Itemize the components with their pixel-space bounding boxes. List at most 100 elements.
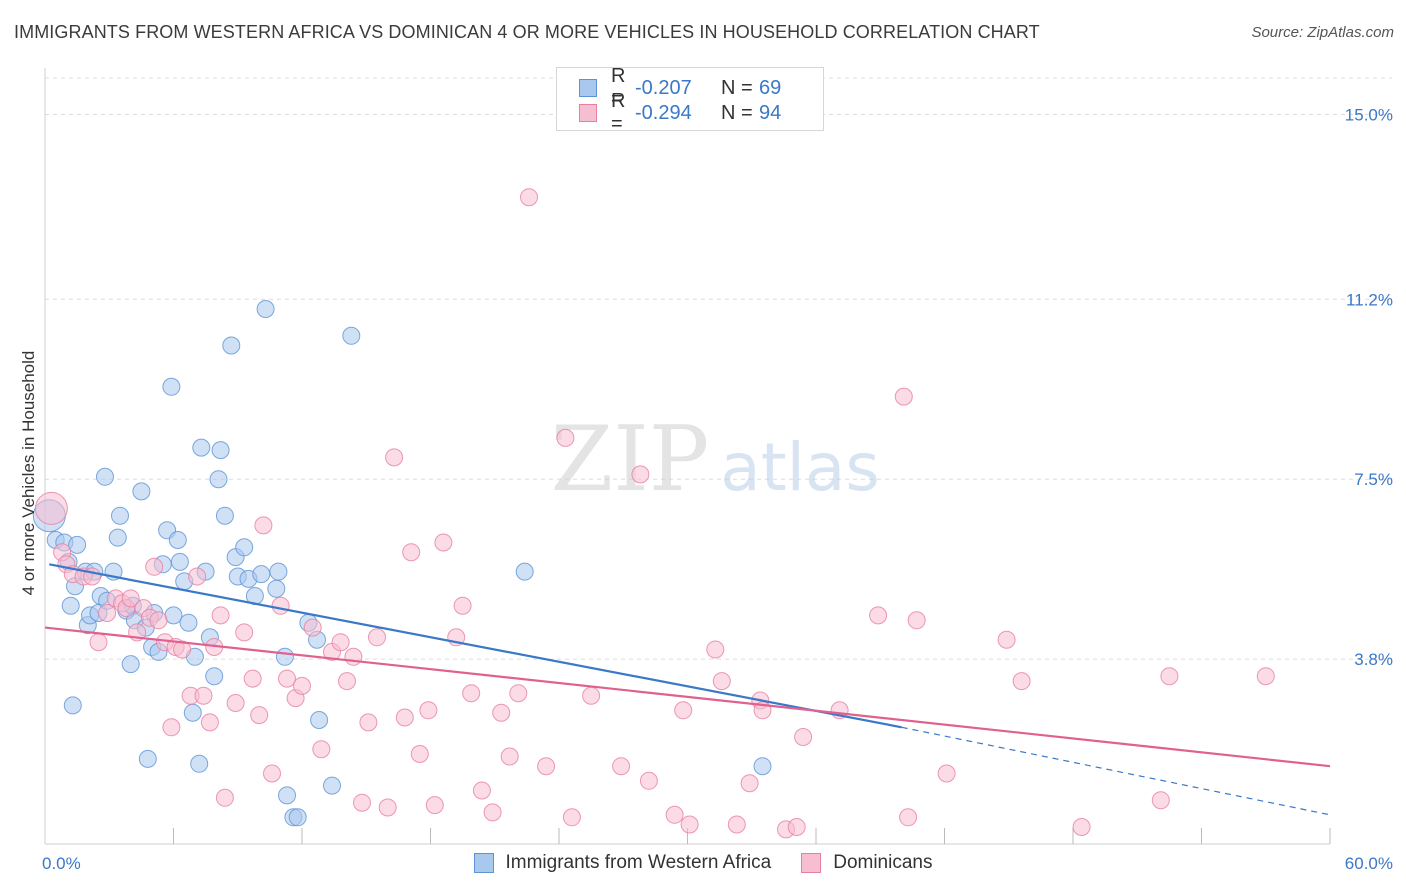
- point-dominicans: [680, 815, 699, 834]
- point-dominicans: [395, 708, 414, 727]
- trendline-western-africa-extension: [901, 726, 1331, 816]
- point-dominicans: [211, 606, 230, 625]
- point-dominicans: [509, 684, 528, 703]
- point-western-africa: [63, 696, 82, 715]
- point-western-africa: [256, 300, 275, 318]
- point-dominicans: [562, 808, 581, 827]
- point-dominicans: [706, 640, 725, 659]
- point-dominicans: [937, 764, 956, 783]
- point-dominicans: [520, 188, 538, 207]
- point-dominicans: [385, 448, 404, 467]
- correlation-legend: R = -0.207 N = 69 R = -0.294 N = 94: [556, 65, 824, 135]
- point-western-africa: [164, 606, 183, 625]
- y-axis-label: 4 or more Vehicles in Household: [19, 350, 38, 596]
- point-western-africa: [179, 613, 198, 632]
- r-label: R =: [611, 65, 626, 110]
- y-tick-label: 11.2%: [1346, 290, 1393, 309]
- point-dominicans: [173, 640, 192, 659]
- point-dominicans: [1072, 818, 1091, 836]
- legend-row-western-africa: R = -0.207 N = 69: [579, 65, 781, 110]
- y-axis-label-wrap: 4 or more Vehicles in Household: [14, 351, 44, 596]
- point-dominicans: [1256, 667, 1275, 686]
- legend-swatch-dominicans: [801, 853, 822, 873]
- point-dominicans: [1012, 672, 1031, 691]
- point-dominicans: [278, 669, 296, 688]
- point-dominicans: [34, 491, 68, 525]
- point-western-africa: [205, 667, 224, 686]
- point-western-africa: [211, 441, 230, 460]
- n-label: N =: [721, 101, 753, 124]
- legend-label-dominicans: Dominicans: [833, 852, 933, 873]
- series-western-africa-points: [32, 300, 772, 827]
- legend-label-western-africa: Immigrants from Western Africa: [505, 852, 772, 873]
- point-western-africa: [288, 808, 307, 827]
- point-western-africa: [222, 336, 241, 355]
- point-dominicans: [740, 774, 759, 793]
- point-dominicans: [378, 798, 397, 817]
- r-value: -0.207: [635, 76, 692, 99]
- point-dominicans: [368, 628, 386, 647]
- point-dominicans: [121, 589, 140, 608]
- n-label: N =: [721, 76, 753, 99]
- point-western-africa: [108, 528, 127, 547]
- point-dominicans: [188, 567, 207, 586]
- x-tick-label: 60.0%: [1345, 854, 1393, 873]
- point-dominicans: [353, 793, 371, 812]
- point-western-africa: [61, 596, 80, 615]
- point-dominicans: [338, 672, 356, 691]
- point-western-africa: [68, 535, 87, 554]
- point-dominicans: [794, 728, 813, 746]
- legend-swatch-western-africa: [473, 853, 494, 873]
- point-dominicans: [263, 764, 281, 783]
- point-dominicans: [639, 771, 658, 790]
- point-dominicans: [200, 713, 219, 732]
- point-dominicans: [483, 803, 502, 822]
- point-western-africa: [275, 647, 294, 666]
- point-western-africa: [111, 506, 129, 525]
- y-tick-label: 3.8%: [1354, 650, 1393, 669]
- point-dominicans: [453, 596, 472, 615]
- point-dominicans: [425, 796, 444, 815]
- point-western-africa: [183, 703, 202, 722]
- point-dominicans: [537, 757, 556, 776]
- point-western-africa: [269, 562, 288, 581]
- watermark: ZIP atlas: [551, 407, 880, 512]
- point-western-africa: [267, 579, 286, 598]
- point-dominicans: [410, 745, 429, 763]
- point-dominicans: [312, 740, 331, 759]
- point-dominicans: [631, 465, 650, 484]
- axes: [44, 68, 1331, 845]
- point-dominicans: [612, 757, 631, 776]
- point-dominicans: [250, 706, 269, 725]
- point-dominicans: [665, 805, 684, 824]
- watermark-atlas: atlas: [720, 429, 880, 506]
- point-dominicans: [162, 718, 181, 737]
- series-dominicans-points: [34, 188, 1275, 839]
- trendline-western-africa: [49, 563, 902, 729]
- point-dominicans: [472, 781, 491, 800]
- x-tick-label: 0.0%: [42, 854, 81, 873]
- point-western-africa: [170, 552, 189, 571]
- legend-swatch-dominicans: [579, 104, 597, 122]
- legend-item-dominicans[interactable]: Dominicans: [801, 852, 932, 874]
- series-legend: Immigrants from Western Africa Dominican…: [0, 852, 1406, 874]
- point-western-africa: [235, 538, 254, 557]
- point-western-africa: [753, 757, 772, 776]
- point-western-africa: [138, 749, 157, 768]
- chart-title: IMMIGRANTS FROM WESTERN AFRICA VS DOMINI…: [14, 22, 1040, 42]
- tick-labels: 3.8% 7.5% 11.2% 15.0% 0.0% 60.0%: [42, 105, 1393, 873]
- point-western-africa: [190, 754, 209, 773]
- point-dominicans: [344, 647, 363, 666]
- point-western-africa: [121, 655, 140, 674]
- legend-item-western-africa[interactable]: Immigrants from Western Africa: [473, 852, 772, 874]
- point-western-africa: [323, 776, 341, 795]
- point-western-africa: [515, 562, 534, 581]
- point-western-africa: [252, 565, 271, 584]
- y-tick-label: 15.0%: [1345, 105, 1393, 124]
- point-western-africa: [278, 786, 296, 805]
- point-dominicans: [419, 701, 438, 720]
- point-dominicans: [727, 815, 746, 834]
- point-dominicans: [1160, 667, 1179, 686]
- legend-swatch-western-africa: [579, 79, 597, 97]
